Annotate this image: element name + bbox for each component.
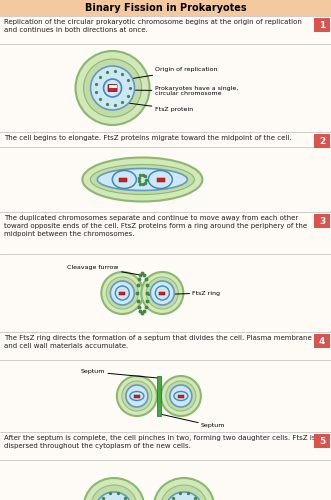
Bar: [178, 394, 184, 398]
Bar: [0, 16, 331, 132]
Text: Septum: Septum: [81, 370, 158, 378]
Text: 3: 3: [319, 216, 325, 226]
Bar: [314, 18, 330, 32]
Bar: [0, 332, 331, 432]
Ellipse shape: [154, 478, 214, 500]
Bar: [157, 376, 161, 416]
Bar: [119, 178, 127, 182]
Ellipse shape: [117, 376, 157, 416]
Ellipse shape: [101, 272, 143, 314]
Text: The cell begins to elongate. FtsZ proteins migrate toward the midpoint of the ce: The cell begins to elongate. FtsZ protei…: [4, 135, 292, 141]
Ellipse shape: [97, 492, 131, 500]
Bar: [0, 212, 331, 332]
Bar: [119, 292, 125, 294]
Ellipse shape: [91, 485, 137, 500]
Text: 1: 1: [319, 20, 325, 30]
Ellipse shape: [166, 381, 196, 411]
Text: 2: 2: [319, 136, 325, 145]
Bar: [314, 334, 330, 348]
Text: The FtsZ ring directs the formation of a septum that divides the cell. Plasma me: The FtsZ ring directs the formation of a…: [4, 335, 312, 349]
Bar: [314, 134, 330, 148]
Bar: [157, 178, 165, 182]
Text: The duplicated chromosomes separate and continue to move away from each other
to: The duplicated chromosomes separate and …: [4, 215, 307, 237]
Text: FtsZ ring: FtsZ ring: [148, 290, 220, 296]
Ellipse shape: [167, 492, 201, 500]
Ellipse shape: [150, 281, 174, 305]
Ellipse shape: [84, 478, 144, 500]
Text: FtsZ protein: FtsZ protein: [127, 103, 193, 112]
Bar: [159, 292, 165, 294]
FancyBboxPatch shape: [108, 84, 117, 91]
Ellipse shape: [126, 385, 148, 407]
Bar: [314, 214, 330, 228]
Ellipse shape: [122, 381, 152, 411]
Ellipse shape: [91, 66, 134, 110]
Text: After the septum is complete, the cell pinches in two, forming two daughter cell: After the septum is complete, the cell p…: [4, 435, 315, 449]
Bar: [134, 394, 140, 398]
Text: 4: 4: [319, 336, 325, 345]
Ellipse shape: [146, 277, 178, 309]
Text: Prokaryotes have a single,
circular chromosome: Prokaryotes have a single, circular chro…: [121, 86, 238, 96]
Text: 5: 5: [319, 436, 325, 446]
Ellipse shape: [106, 277, 138, 309]
Ellipse shape: [90, 164, 194, 194]
Ellipse shape: [161, 376, 201, 416]
Text: Septum: Septum: [160, 414, 225, 428]
Text: Cleavage furrow: Cleavage furrow: [67, 264, 140, 275]
Ellipse shape: [170, 385, 192, 407]
Bar: [0, 0, 331, 16]
Text: Replication of the circular prokaryotic chromosome begins at the origin of repli: Replication of the circular prokaryotic …: [4, 19, 302, 33]
Ellipse shape: [141, 272, 183, 314]
Ellipse shape: [161, 485, 207, 500]
Ellipse shape: [82, 158, 202, 202]
Bar: [0, 432, 331, 500]
Text: Origin of replication: Origin of replication: [117, 68, 217, 81]
Bar: [109, 85, 117, 87]
Ellipse shape: [110, 281, 134, 305]
Text: Binary Fission in Prokaryotes: Binary Fission in Prokaryotes: [85, 3, 246, 13]
Ellipse shape: [75, 51, 150, 125]
Bar: [314, 434, 330, 448]
Ellipse shape: [97, 168, 187, 190]
Ellipse shape: [83, 59, 142, 117]
Bar: [0, 132, 331, 212]
